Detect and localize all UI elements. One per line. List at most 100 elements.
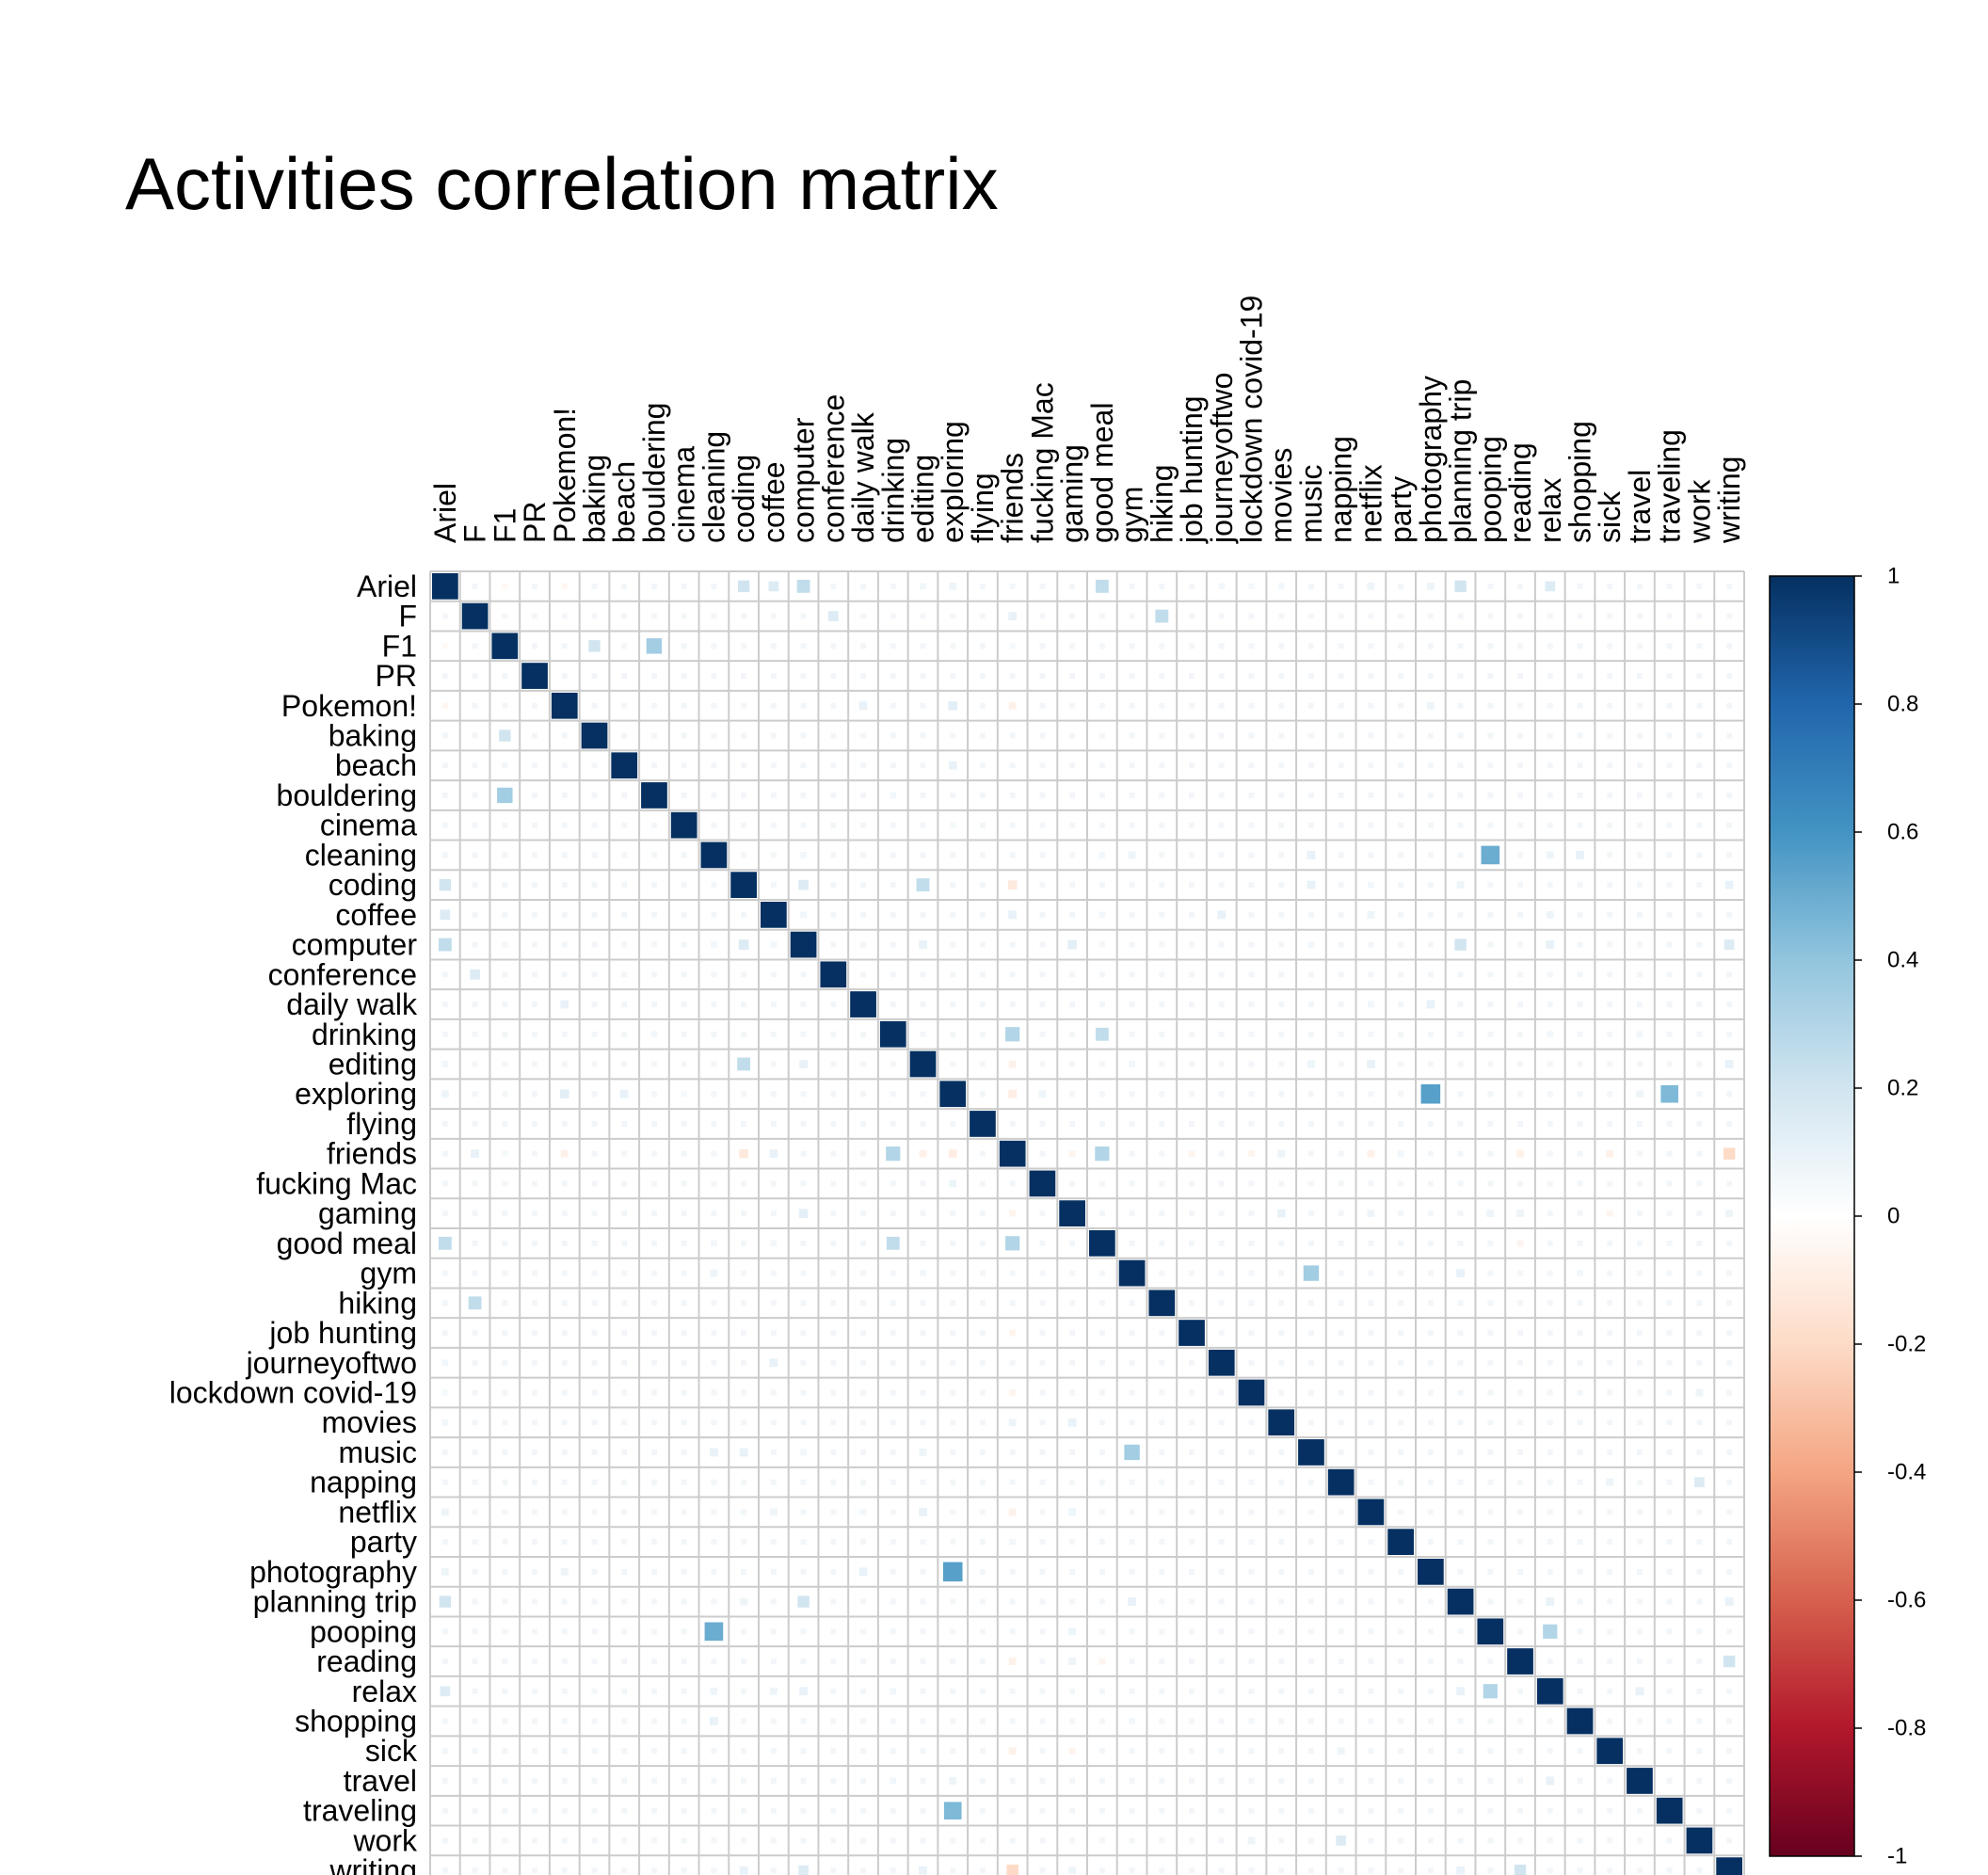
- cell-43-20: [1039, 1867, 1046, 1874]
- cell-14-11: [770, 1002, 777, 1008]
- cell-40-4: [561, 1777, 568, 1784]
- cell-10-36: [1517, 882, 1524, 889]
- cell-38-8: [681, 1718, 687, 1724]
- cell-40-36: [1517, 1777, 1524, 1784]
- cell-23-40: [1636, 1270, 1643, 1276]
- cell-10-25: [1189, 882, 1195, 889]
- row-label: journeyoftwo: [246, 1346, 417, 1380]
- cell-26-13: [830, 1359, 837, 1366]
- cell-43-3: [532, 1867, 538, 1874]
- cell-21-27: [1248, 1210, 1255, 1217]
- cell-40-0: [441, 1777, 448, 1784]
- cell-22-3: [532, 1240, 538, 1246]
- cell-8-26: [1218, 822, 1225, 828]
- cell-5-19: [1009, 732, 1016, 739]
- cell-28-3: [532, 1419, 538, 1426]
- cell-6-3: [532, 762, 538, 769]
- cell-42-26: [1218, 1837, 1225, 1844]
- cell-30-9: [711, 1479, 717, 1485]
- cell-27-17: [950, 1389, 956, 1396]
- cell-6-16: [920, 762, 926, 769]
- cell-15-33: [1427, 1031, 1434, 1037]
- cell-14-29: [1307, 1002, 1314, 1008]
- cell-17-22: [1098, 1091, 1105, 1098]
- cell-32-6: [621, 1539, 628, 1546]
- cell-5-23: [1129, 732, 1135, 739]
- cell-10-40: [1636, 882, 1643, 889]
- cell-26-23: [1129, 1359, 1135, 1366]
- cell-16-19: [1008, 1060, 1017, 1068]
- cell-3-43: [1726, 673, 1733, 680]
- cell-2-14: [860, 643, 867, 649]
- cell-36-1: [472, 1659, 478, 1665]
- cell-22-24: [1159, 1240, 1165, 1246]
- cell-19-14: [860, 1150, 867, 1157]
- cell-14-21: [1069, 1002, 1076, 1008]
- row-label: napping: [310, 1466, 417, 1499]
- cell-37-18: [979, 1688, 986, 1694]
- cell-21-14: [860, 1210, 867, 1217]
- cell-22-16: [920, 1240, 926, 1246]
- cell-16-1: [472, 1061, 478, 1067]
- row-label: conference: [268, 957, 417, 991]
- cell-31-28: [1278, 1509, 1285, 1515]
- cell-9-15: [890, 852, 896, 858]
- colorbar-tick-label: -0.6: [1887, 1588, 1926, 1613]
- cell-42-33: [1427, 1837, 1434, 1844]
- cell-27-10: [741, 1389, 747, 1396]
- cell-38-27: [1248, 1718, 1255, 1724]
- cell-24-30: [1338, 1300, 1344, 1306]
- column-label: Ariel: [428, 483, 462, 543]
- cell-10-1: [472, 882, 478, 889]
- cell-43-13: [830, 1867, 837, 1874]
- cell-23-4: [561, 1270, 568, 1276]
- cell-41-26: [1218, 1807, 1225, 1814]
- cell-6-28: [1278, 762, 1285, 769]
- cell-10-34: [1456, 881, 1465, 889]
- cell-23-42: [1696, 1270, 1703, 1276]
- cell-9-6: [621, 852, 628, 858]
- cell-26-37: [1547, 1359, 1553, 1366]
- cell-30-7: [650, 1479, 657, 1485]
- cell-2-10: [741, 643, 747, 649]
- cell-26-14: [860, 1359, 867, 1366]
- cell-7-29: [1307, 792, 1314, 798]
- cell-43-8: [681, 1867, 687, 1874]
- cell-25-13: [830, 1330, 837, 1337]
- cell-21-21: [1059, 1200, 1085, 1226]
- cell-3-7: [650, 673, 657, 680]
- cell-6-14: [860, 762, 867, 769]
- cell-41-4: [561, 1807, 568, 1814]
- cell-27-21: [1069, 1389, 1076, 1396]
- cell-30-24: [1159, 1479, 1165, 1485]
- cell-39-35: [1487, 1748, 1494, 1755]
- cell-1-10: [741, 613, 747, 619]
- row-label: drinking: [312, 1018, 417, 1051]
- cell-1-25: [1189, 613, 1195, 619]
- cell-32-25: [1189, 1539, 1195, 1546]
- column-label: relax: [1533, 478, 1567, 543]
- cell-40-43: [1726, 1777, 1733, 1784]
- cell-17-16: [920, 1091, 926, 1098]
- cell-21-5: [591, 1210, 598, 1217]
- cell-8-0: [441, 822, 448, 828]
- cell-11-30: [1338, 911, 1344, 918]
- cell-19-32: [1397, 1150, 1404, 1158]
- cell-24-27: [1248, 1300, 1255, 1306]
- row-label: Ariel: [357, 569, 417, 603]
- cell-13-27: [1248, 971, 1255, 978]
- cell-31-16: [919, 1508, 927, 1516]
- row-label: F: [398, 600, 417, 633]
- cell-32-21: [1069, 1539, 1076, 1546]
- cell-37-38: [1577, 1688, 1583, 1694]
- cell-28-35: [1487, 1419, 1494, 1426]
- cell-11-9: [711, 911, 717, 918]
- cell-9-22: [1098, 852, 1106, 858]
- cell-12-7: [650, 941, 657, 948]
- cell-28-0: [441, 1418, 449, 1426]
- cell-43-35: [1487, 1867, 1494, 1874]
- column-label: editing: [906, 455, 940, 543]
- cell-43-9: [711, 1867, 717, 1874]
- cell-15-24: [1159, 1031, 1165, 1037]
- cell-15-3: [532, 1031, 538, 1037]
